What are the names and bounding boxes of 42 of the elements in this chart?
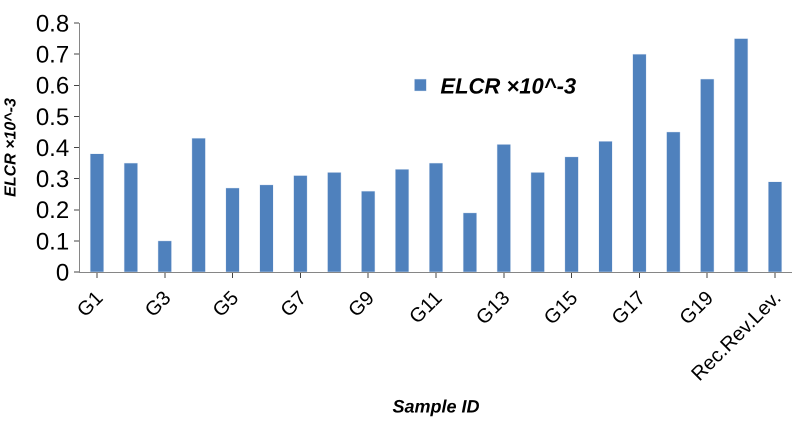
y-tick-label: 0.3 (36, 166, 70, 194)
y-tick-label: 0.7 (36, 42, 70, 69)
bar (496, 144, 511, 272)
bar (192, 138, 206, 272)
bar (666, 132, 680, 272)
x-tick-label: G13 (472, 287, 514, 330)
x-tick-label: G15 (540, 287, 582, 330)
x-tick-label: G11 (405, 287, 447, 328)
y-tick-label: 0 (56, 259, 70, 286)
y-tick-label: 0.8 (36, 10, 70, 38)
bar (598, 141, 613, 272)
bar (327, 172, 342, 272)
bar (734, 38, 748, 272)
x-tick-label: G9 (344, 287, 379, 322)
bar (632, 54, 646, 272)
y-tick-label: 0.4 (36, 134, 70, 162)
y-axis-title: ELCR ×10^-3 (2, 98, 20, 197)
y-tick-label: 0.2 (36, 197, 70, 224)
bar (124, 162, 138, 272)
legend-label: ELCR ×10^-3 (440, 74, 576, 99)
x-tick-label: G3 (140, 287, 176, 322)
bar (259, 184, 274, 272)
x-tick-label: G1 (73, 287, 108, 322)
bar (158, 240, 172, 272)
bar (530, 172, 545, 272)
x-axis-title: Sample ID (392, 396, 480, 417)
bar (226, 188, 240, 272)
x-tick-label: G7 (276, 287, 311, 322)
bar (700, 78, 714, 272)
bar (395, 169, 410, 272)
bar (293, 175, 308, 272)
x-tick-label: G5 (208, 287, 244, 322)
bar (428, 162, 444, 272)
bar (768, 181, 782, 272)
y-tick-label: 0.6 (36, 72, 70, 100)
y-tick-label: 0.5 (36, 104, 70, 131)
bar (90, 153, 104, 272)
bar (462, 212, 477, 272)
bar (361, 190, 376, 272)
x-tick-label: G17 (608, 287, 650, 330)
bar (564, 156, 579, 272)
y-tick-label: 0.1 (36, 228, 70, 256)
